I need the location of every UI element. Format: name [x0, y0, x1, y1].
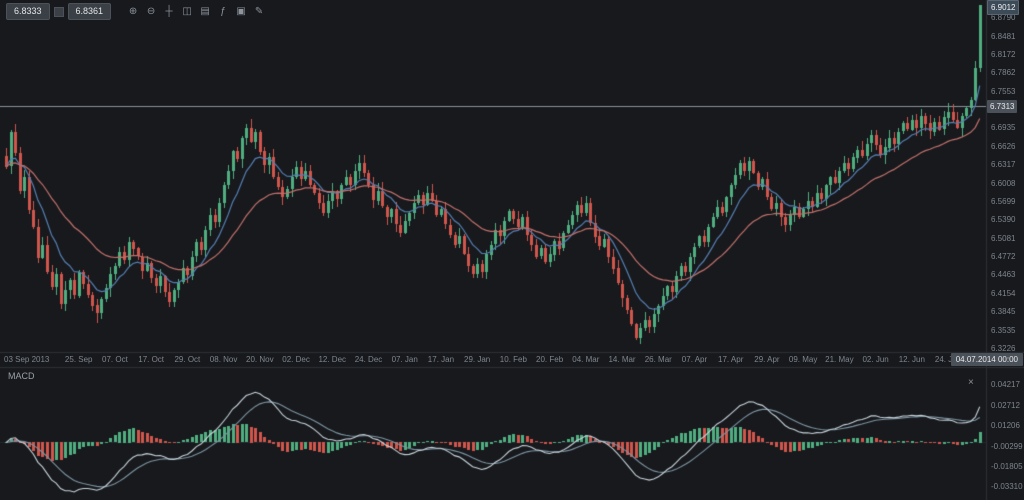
- buy-price-button[interactable]: 6.8361: [67, 3, 112, 20]
- snapshot-icon[interactable]: ▣: [236, 5, 246, 17]
- crosshair-icon[interactable]: ┼: [165, 5, 173, 17]
- chart-toolbar: 6.8333 6.8361 ⊕ ⊖ ┼ ◫ ▤ ƒ ▣ ✎: [6, 3, 267, 20]
- close-indicator-icon[interactable]: ×: [968, 377, 974, 388]
- time-tick: 12. Jun: [898, 355, 925, 364]
- time-tick: 17. Oct: [138, 355, 165, 364]
- macd-tick: -0.03310: [991, 482, 1023, 492]
- time-tick: 29. Apr: [754, 355, 780, 364]
- time-tick: 20. Feb: [536, 355, 564, 364]
- zoom-in-icon[interactable]: ⊕: [128, 5, 138, 17]
- time-tick: 21. May: [825, 355, 854, 364]
- price-tick: 6.4463: [991, 270, 1016, 280]
- time-tick: 07. Jan: [391, 355, 418, 364]
- price-tick: 6.6935: [991, 123, 1016, 133]
- time-tick: 07. Oct: [102, 355, 128, 364]
- macd-tick: 0.02712: [991, 400, 1020, 410]
- time-tick: 25. Sep: [64, 355, 93, 364]
- price-tick: 6.4772: [991, 252, 1016, 262]
- price-tick: 6.7553: [991, 86, 1016, 96]
- sell-price-button[interactable]: 6.8333: [6, 3, 50, 20]
- candlestick-icon[interactable]: ◫: [182, 5, 192, 17]
- price-tick: 6.6626: [991, 141, 1016, 151]
- price-line-tag: 6.7313: [987, 100, 1018, 113]
- price-tick: 6.6317: [991, 160, 1016, 170]
- price-tick: 6.5699: [991, 196, 1016, 206]
- time-tick: 07. Apr: [681, 355, 708, 364]
- zoom-out-icon[interactable]: ⊖: [146, 5, 156, 17]
- time-tick: 24. Dec: [354, 355, 383, 364]
- price-tick: 6.3226: [991, 344, 1016, 353]
- price-tick: 6.8790: [991, 13, 1016, 23]
- time-tick: 29. Jan: [464, 355, 491, 364]
- price-tick: 6.5390: [991, 215, 1016, 225]
- time-tick: 24. Jun: [934, 355, 962, 364]
- price-tick: 6.7862: [991, 68, 1016, 78]
- time-tick: 03 Sep 2013: [4, 355, 50, 364]
- chart-type-icon[interactable]: ▤: [200, 5, 210, 17]
- time-tick: 04. Mar: [572, 355, 600, 364]
- time-tick: 08. Nov: [209, 355, 238, 364]
- macd-tick: 0.04217: [991, 380, 1020, 390]
- price-tick: 6.6008: [991, 178, 1016, 188]
- time-tick: 26. Mar: [644, 355, 672, 364]
- spread-toggle-icon[interactable]: [53, 6, 64, 17]
- time-tick: 29. Oct: [174, 355, 201, 364]
- cursor-time-tag: 04.07.2014 00:00: [950, 353, 1023, 366]
- time-tick: 20. Nov: [246, 355, 274, 364]
- price-tick: 6.3535: [991, 325, 1016, 335]
- price-tick: 6.8172: [991, 49, 1016, 59]
- price-tick: 6.8481: [991, 31, 1016, 41]
- time-tick: 12. Dec: [318, 355, 347, 364]
- time-tick: 02. Dec: [282, 355, 310, 364]
- time-tick: 17. Jan: [427, 355, 455, 364]
- price-tick: 6.4154: [991, 288, 1016, 298]
- time-tick: 17. Apr: [718, 355, 744, 364]
- time-tick: 02. Jun: [862, 355, 889, 364]
- draw-icon[interactable]: ✎: [254, 5, 264, 17]
- price-tick: 6.5081: [991, 233, 1016, 243]
- indicator-label: MACD: [8, 371, 35, 381]
- current-price-tag: 6.9012: [987, 0, 1020, 15]
- macd-tick: -0.01805: [991, 461, 1023, 471]
- time-tick: 09. May: [788, 355, 818, 364]
- macd-tick: -0.00299: [991, 441, 1023, 451]
- toolbar-icons: ⊕ ⊖ ┼ ◫ ▤ ƒ ▣ ✎: [125, 5, 267, 19]
- indicators-icon[interactable]: ƒ: [220, 5, 226, 17]
- macd-tick: 0.01206: [991, 421, 1020, 431]
- price-tick: 6.3845: [991, 307, 1016, 317]
- time-tick: 10. Feb: [499, 355, 527, 364]
- time-tick: 14. Mar: [608, 355, 636, 364]
